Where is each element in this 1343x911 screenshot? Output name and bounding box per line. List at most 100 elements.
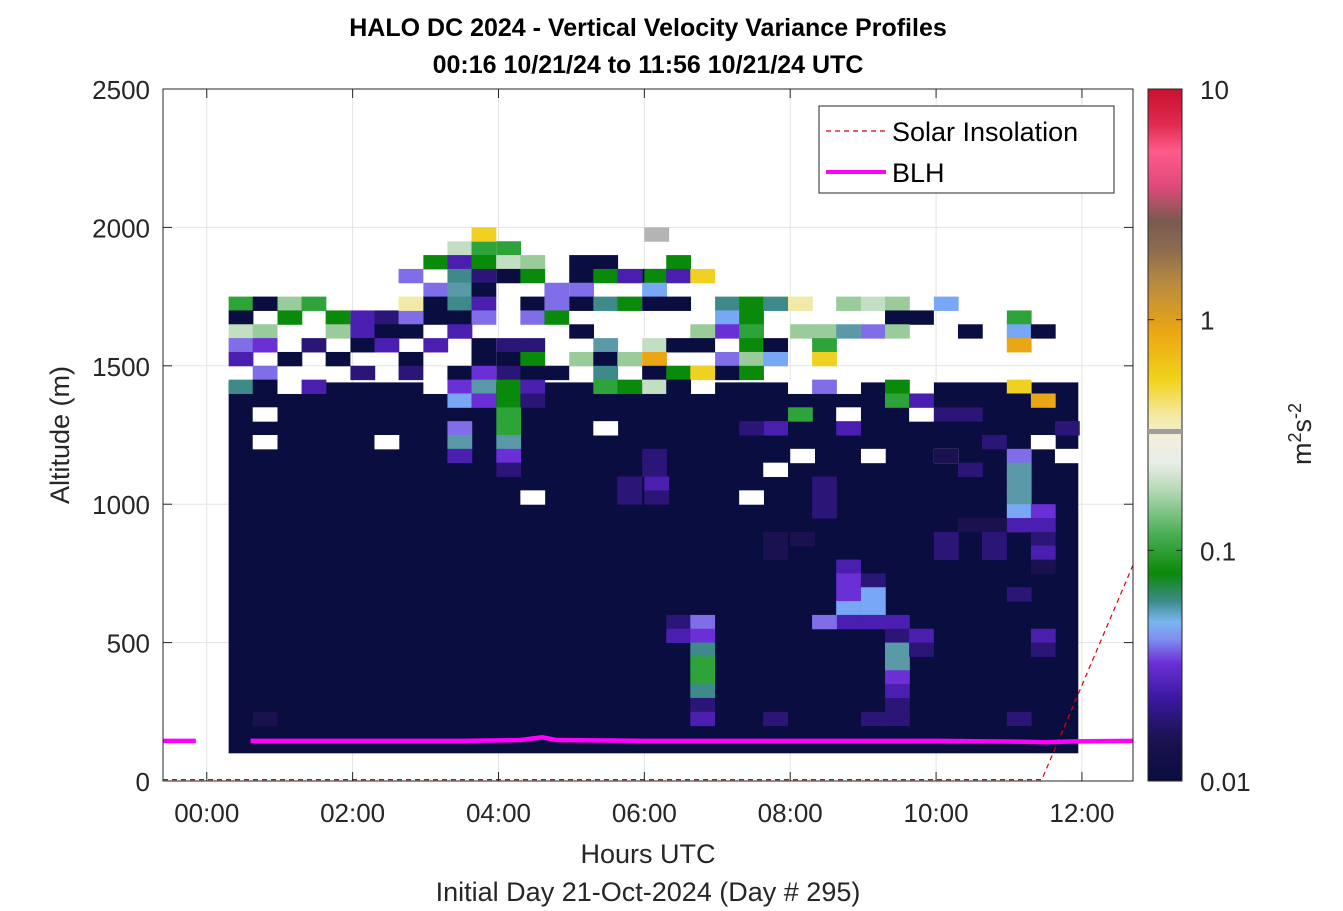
colorbar-tick-label: 0.1: [1200, 536, 1236, 566]
heatmap-cell: [471, 255, 497, 270]
heatmap-cell: [617, 268, 643, 284]
heatmap-cell: [933, 545, 959, 561]
heatmap-gap-cell: [763, 462, 789, 478]
x-tick-label: 04:00: [466, 798, 531, 828]
heatmap-cell: [398, 268, 424, 284]
heatmap-cell: [544, 310, 570, 325]
heatmap-cell: [885, 656, 910, 671]
heatmap-cell: [520, 351, 546, 367]
y-tick-label: 2000: [92, 213, 150, 243]
heatmap-cell: [496, 407, 522, 422]
y-tick-label: 1000: [92, 490, 150, 520]
heatmap-cell: [690, 628, 716, 644]
heatmap-cell: [763, 351, 789, 367]
heatmap-cell: [1030, 628, 1056, 644]
colorbar-label-exp-2: 2: [1285, 433, 1305, 443]
heatmap-cell: [763, 338, 789, 353]
heatmap-cell: [957, 407, 983, 422]
heatmap-cell: [715, 324, 740, 339]
heatmap-cell: [520, 310, 546, 325]
heatmap-cell: [593, 351, 619, 367]
heatmap-gap-cell: [790, 448, 816, 464]
heatmap-cell: [690, 642, 716, 657]
heatmap-cell: [666, 338, 692, 353]
heatmap-cell: [666, 255, 692, 270]
legend-label-solar: Solar Insolation: [892, 117, 1078, 147]
heatmap-cell: [325, 324, 351, 339]
heatmap-cell: [885, 711, 910, 727]
heatmap-cell: [496, 435, 522, 450]
heatmap-cell: [593, 296, 619, 311]
heatmap-cell: [471, 296, 497, 311]
heatmap-cell: [1006, 462, 1032, 478]
heatmap-cell: [252, 296, 278, 311]
heatmap-cell: [836, 296, 861, 311]
heatmap-cell: [763, 545, 789, 561]
heatmap-cell: [350, 365, 376, 381]
heatmap-cell: [812, 476, 837, 491]
heatmap-cell: [885, 670, 910, 685]
heatmap-cell: [763, 296, 789, 311]
heatmap-cell: [1006, 490, 1032, 505]
heatmap-cell: [447, 365, 473, 381]
x-tick-label: 10:00: [904, 798, 969, 828]
heatmap-cell: [423, 338, 449, 353]
heatmap-cell: [496, 393, 522, 408]
heatmap-cell: [228, 351, 254, 367]
heatmap-cell: [812, 338, 837, 353]
heatmap-cell: [642, 338, 667, 353]
heatmap-cell: [690, 656, 716, 671]
heatmap-cell: [885, 310, 910, 325]
heatmap-cell: [471, 379, 497, 394]
legend: Solar Insolation BLH: [818, 105, 1115, 194]
heatmap-gap-cell: [593, 421, 619, 436]
heatmap-cell: [690, 338, 716, 353]
heatmap-cell: [1054, 421, 1080, 436]
heatmap-cell: [909, 642, 934, 657]
heatmap-cell: [690, 711, 716, 727]
heatmap-cell: [666, 268, 692, 284]
heatmap-cell: [447, 241, 473, 256]
heatmap-cell: [447, 393, 473, 408]
heatmap-gap-cell: [1030, 435, 1056, 450]
heatmap-gap-cell: [520, 490, 546, 505]
x-tick-label: 02:00: [320, 798, 385, 828]
heatmap-cell: [644, 490, 670, 505]
heatmap-gap-cell: [252, 407, 278, 422]
heatmap-cell: [252, 379, 278, 394]
heatmap-gap-cell: [860, 448, 886, 464]
heatmap-gap-cell: [374, 435, 400, 450]
heatmap-cell: [1006, 476, 1032, 491]
heatmap-cell: [933, 448, 959, 464]
heatmap-cell: [957, 518, 983, 533]
heatmap-cell: [957, 324, 983, 339]
heatmap-cell: [1006, 393, 1032, 408]
heatmap-cell: [374, 310, 400, 325]
heatmap-cell: [1006, 504, 1032, 519]
heatmap-cell: [398, 296, 424, 311]
colorbar-label: m2s-2: [1285, 403, 1317, 465]
heatmap-cell: [617, 379, 643, 394]
heatmap-cell: [252, 711, 278, 727]
heatmap-cell: [739, 296, 764, 311]
heatmap-cell: [763, 531, 789, 547]
heatmap-cell: [690, 614, 716, 630]
heatmap-cell: [228, 310, 254, 325]
colorbar-tick-label: 0.01: [1200, 767, 1251, 797]
heatmap-cell: [593, 268, 619, 284]
heatmap-cell: [763, 711, 789, 727]
heatmap-cell: [666, 365, 692, 381]
heatmap-cell: [520, 268, 546, 284]
heatmap-cell: [836, 324, 861, 339]
x-tick-label: 06:00: [612, 798, 677, 828]
heatmap-cell: [471, 351, 497, 367]
x-axis-label: Hours UTC: [580, 839, 715, 869]
heatmap-cell: [982, 545, 1007, 561]
axes-frame: [162, 88, 1134, 782]
heatmap-cell: [788, 407, 813, 422]
heatmap-cell: [860, 587, 886, 602]
heatmap-cell: [325, 351, 351, 367]
heatmap-cell: [836, 559, 861, 574]
heatmap-gap-cell: [909, 407, 934, 422]
